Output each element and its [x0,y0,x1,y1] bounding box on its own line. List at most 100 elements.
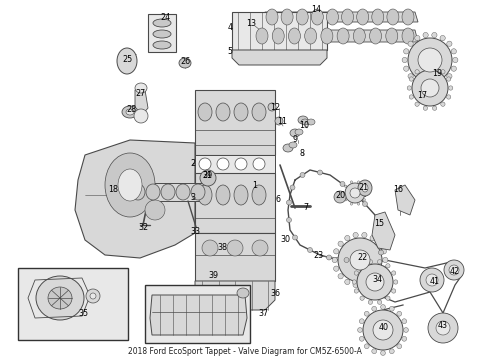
Text: 32: 32 [138,224,148,233]
Ellipse shape [441,102,445,106]
Ellipse shape [377,274,382,279]
Ellipse shape [377,241,382,246]
Text: 19: 19 [432,68,442,77]
Text: 6: 6 [275,195,280,204]
Ellipse shape [390,349,394,354]
Ellipse shape [145,200,165,220]
Ellipse shape [283,144,293,152]
Ellipse shape [359,319,364,324]
Text: 3: 3 [191,193,196,202]
Ellipse shape [423,106,428,111]
Ellipse shape [373,320,393,340]
Ellipse shape [372,270,377,275]
Ellipse shape [321,28,333,44]
Ellipse shape [295,129,303,135]
Ellipse shape [372,9,384,25]
Ellipse shape [357,181,360,183]
Ellipse shape [428,313,458,343]
Ellipse shape [372,306,377,311]
Ellipse shape [423,82,428,87]
Text: 21: 21 [358,183,368,192]
Text: 36: 36 [270,289,280,298]
Ellipse shape [409,95,414,99]
Ellipse shape [436,321,450,335]
Text: 43: 43 [438,321,448,330]
Ellipse shape [392,271,396,275]
Ellipse shape [300,172,305,177]
Ellipse shape [423,32,428,38]
Ellipse shape [338,241,343,246]
Bar [130,183,205,201]
Ellipse shape [362,233,367,238]
Text: 11: 11 [277,117,287,126]
Ellipse shape [402,28,414,44]
Ellipse shape [409,77,414,81]
Text: 27: 27 [135,89,145,98]
Ellipse shape [153,41,171,49]
Ellipse shape [360,264,364,268]
Ellipse shape [444,260,464,280]
Ellipse shape [344,185,347,188]
Ellipse shape [357,9,368,25]
Ellipse shape [412,70,448,106]
Ellipse shape [441,69,445,74]
Ellipse shape [451,49,456,54]
Bar [145,285,250,343]
Ellipse shape [153,19,171,27]
Ellipse shape [449,265,459,275]
Ellipse shape [126,109,134,115]
Ellipse shape [199,158,211,170]
Ellipse shape [363,185,366,188]
Ellipse shape [311,9,323,25]
Ellipse shape [334,249,339,254]
Ellipse shape [381,351,386,355]
Ellipse shape [426,274,438,286]
Ellipse shape [397,344,402,349]
Ellipse shape [372,349,377,354]
Ellipse shape [296,9,308,25]
Ellipse shape [350,203,353,205]
Ellipse shape [176,184,190,200]
Text: 41: 41 [430,276,440,285]
Text: 14: 14 [311,4,321,13]
Ellipse shape [153,30,171,38]
Ellipse shape [404,66,409,71]
Ellipse shape [342,9,354,25]
Ellipse shape [363,199,366,201]
Ellipse shape [350,250,370,270]
Ellipse shape [378,250,384,255]
Text: 8: 8 [299,148,304,158]
Ellipse shape [407,86,412,90]
Ellipse shape [404,49,409,54]
Ellipse shape [237,288,249,298]
Ellipse shape [408,41,413,46]
Text: 23: 23 [313,251,323,260]
Ellipse shape [134,109,148,123]
Ellipse shape [418,48,442,72]
Ellipse shape [344,279,350,284]
Ellipse shape [118,169,142,201]
Text: 25: 25 [122,55,132,64]
Text: 34: 34 [372,274,382,284]
Ellipse shape [386,28,398,44]
Ellipse shape [332,257,337,263]
Bar [195,90,275,155]
Ellipse shape [402,336,407,341]
Text: 29: 29 [202,171,212,180]
Ellipse shape [266,9,278,25]
Ellipse shape [415,35,420,41]
Ellipse shape [415,69,419,74]
Ellipse shape [440,79,445,85]
Ellipse shape [366,273,384,291]
Polygon shape [395,185,415,215]
Ellipse shape [338,238,382,282]
Ellipse shape [420,268,444,292]
Ellipse shape [360,296,364,300]
Ellipse shape [287,217,292,222]
Ellipse shape [402,9,414,25]
Polygon shape [232,50,327,65]
Ellipse shape [305,28,317,44]
Text: 2: 2 [191,158,196,167]
Ellipse shape [365,311,369,316]
Ellipse shape [358,328,363,332]
